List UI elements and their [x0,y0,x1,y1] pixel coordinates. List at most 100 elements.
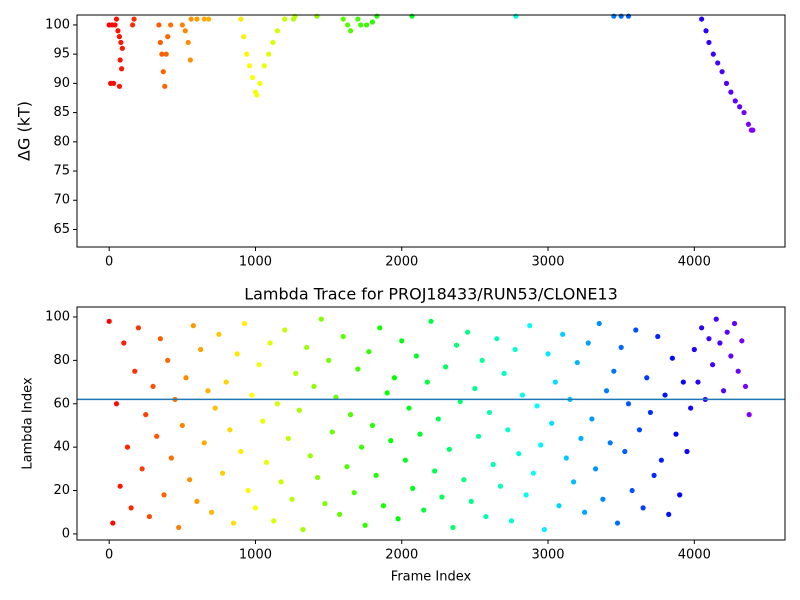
point [154,433,160,439]
point [673,431,679,437]
point [205,388,211,394]
y-tick-label: 60 [53,396,70,411]
point [159,51,165,57]
y-tick-label: 80 [53,134,70,149]
point [106,318,112,324]
point [508,518,515,524]
y-tick-label: 90 [53,76,70,91]
point [311,383,317,390]
point [614,520,621,526]
y-tick-label: 40 [53,440,70,455]
point [131,16,137,22]
point [347,412,354,418]
point [314,13,320,19]
point [732,98,738,104]
y-tick-label: 85 [53,105,70,120]
point [270,39,276,46]
point [304,344,310,350]
point [190,323,196,329]
point [373,472,379,478]
point [644,375,650,381]
point [129,22,136,28]
y-tick-label: 95 [53,47,70,62]
point [501,370,507,376]
point [413,353,419,359]
point [432,468,438,474]
point [380,503,387,509]
point [706,39,712,46]
point [241,34,247,40]
point [486,409,493,416]
point [162,83,168,89]
axes-frame [76,306,786,541]
point [241,320,248,327]
point [212,405,218,411]
point [245,487,251,494]
x-tick-label: 4000 [678,548,711,563]
point [194,498,200,504]
point [266,51,272,57]
point [257,80,263,86]
point [402,457,409,463]
point [611,13,617,19]
point [117,483,123,489]
point [369,422,376,429]
point [249,392,255,398]
point [581,509,588,515]
point [739,338,745,344]
y-tick-label: 20 [53,483,70,498]
point [293,370,299,376]
point [538,442,544,448]
point [244,51,250,57]
point [296,407,302,413]
point [710,51,716,57]
point [132,368,138,374]
point [497,483,504,489]
point [110,520,116,526]
point [150,383,156,390]
point [168,455,174,461]
point [187,477,193,483]
point [461,477,467,483]
point [622,448,628,455]
point [618,344,624,350]
point [578,435,584,442]
point [677,492,683,498]
point [391,375,398,381]
point [703,28,709,34]
x-tick-label: 0 [105,255,113,270]
point [336,511,343,518]
point [374,13,380,19]
point [728,353,734,359]
x-tick-label: 2000 [385,548,418,563]
point [424,379,430,385]
point [706,336,712,342]
point [289,496,295,502]
point [713,316,719,322]
point [472,385,478,392]
point [121,340,127,346]
y-tick-label: 0 [62,526,70,541]
point [247,63,253,69]
point [135,325,142,331]
point [464,329,471,335]
point [530,470,536,476]
point [156,22,162,28]
point [183,375,189,381]
point [256,362,262,368]
point [684,448,690,455]
point [117,57,123,63]
point [146,513,153,520]
point [457,398,463,405]
point [647,409,654,416]
point [165,357,171,363]
point [435,416,441,422]
point [406,405,412,411]
point [505,427,511,433]
point [640,505,646,511]
point [699,325,705,331]
x-tick-label: 2000 [385,255,418,270]
point [340,16,346,22]
point [494,336,500,342]
point [523,492,529,498]
